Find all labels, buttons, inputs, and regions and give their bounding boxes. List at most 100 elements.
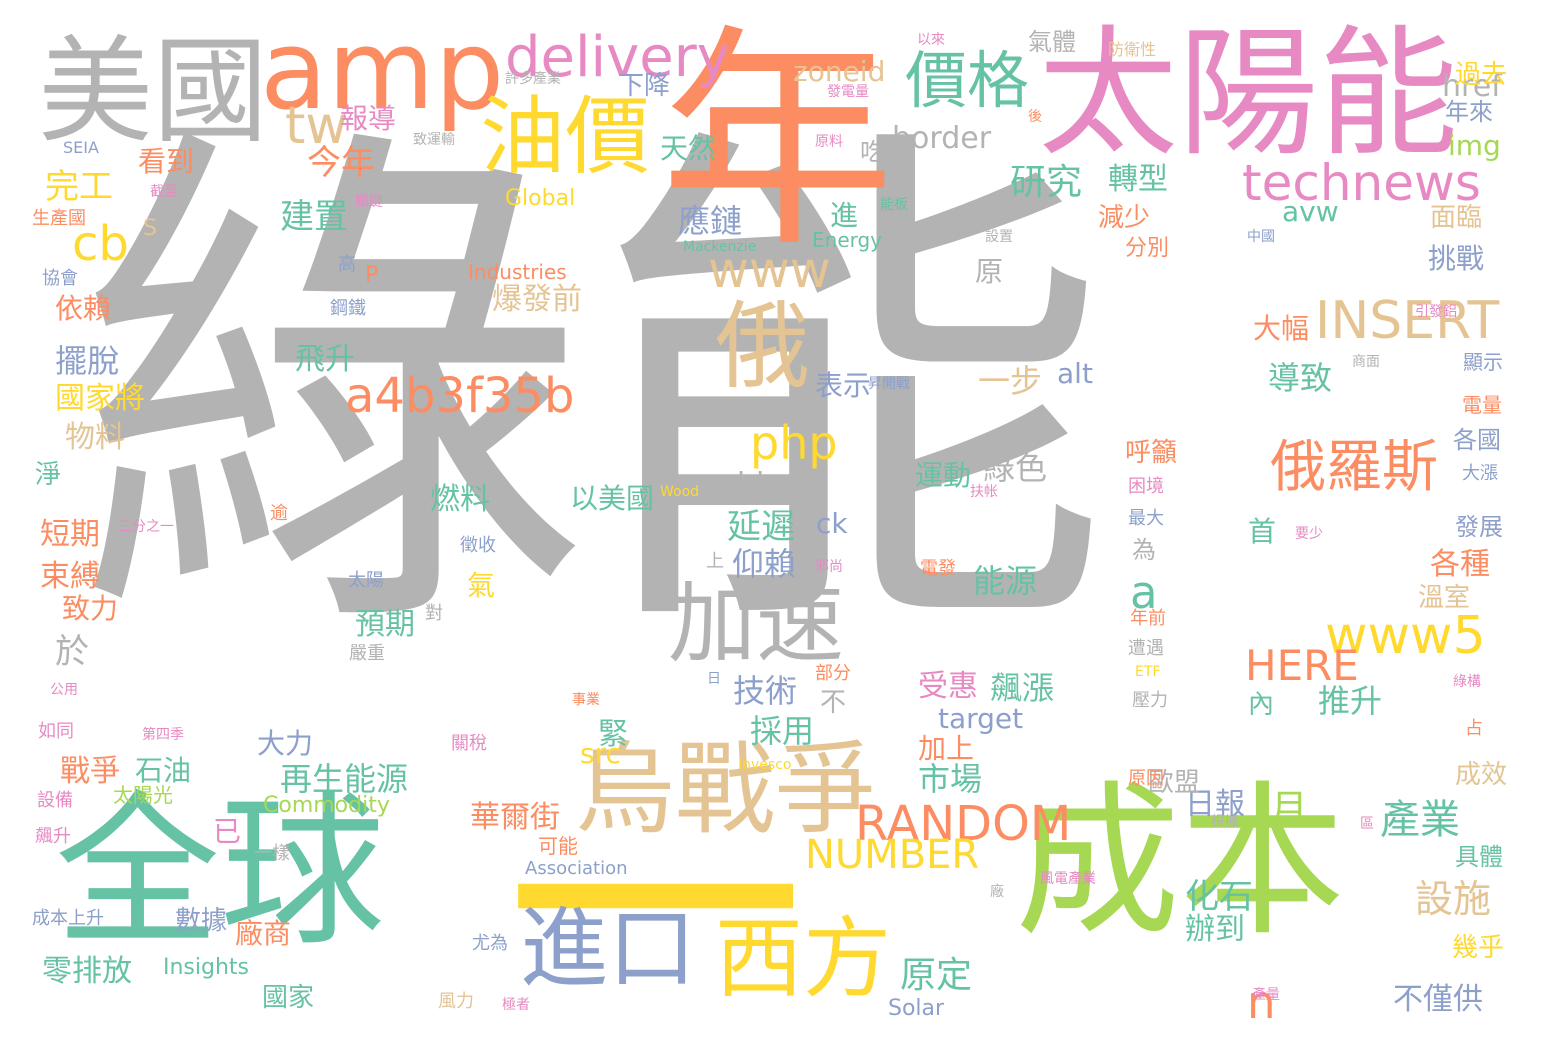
word-cloud-word: 技術 bbox=[733, 672, 798, 710]
word-cloud-word: 致運輸 bbox=[413, 132, 455, 148]
word-cloud-word: ETF bbox=[1135, 664, 1161, 680]
word-cloud-word: 廠商 bbox=[235, 917, 292, 950]
word-cloud-word: href bbox=[1442, 69, 1502, 104]
word-cloud-word: 表示 bbox=[815, 369, 872, 402]
word-cloud-word: 綠能 bbox=[70, 87, 1110, 693]
word-cloud-word: 嚴重 bbox=[349, 643, 385, 664]
word-cloud-word: 電量 bbox=[1462, 393, 1502, 417]
word-cloud-word: 尤為 bbox=[472, 933, 508, 954]
word-cloud-word: 完工 bbox=[45, 167, 113, 207]
word-cloud-word: Global bbox=[505, 186, 576, 211]
word-cloud-word: ck bbox=[816, 507, 848, 540]
word-cloud-word: 發展 bbox=[1455, 513, 1503, 541]
word-cloud-word: 占 bbox=[1465, 718, 1483, 739]
word-cloud-word: 飆升 bbox=[35, 826, 71, 847]
word-cloud-word: n bbox=[1247, 976, 1276, 1029]
word-cloud-word: 飆漲 bbox=[990, 669, 1055, 707]
word-cloud-word: Solar bbox=[888, 996, 945, 1021]
word-cloud-word: 國家 bbox=[262, 983, 315, 1013]
word-cloud-word: 區 bbox=[1360, 816, 1374, 832]
word-cloud-word: 風電產業 bbox=[1040, 871, 1096, 887]
word-cloud-word: 關鍵 bbox=[355, 194, 383, 210]
word-cloud-word: 最大 bbox=[1128, 508, 1164, 529]
word-cloud-word: 徵收 bbox=[460, 535, 496, 556]
word-cloud-word: 電發 bbox=[920, 558, 956, 579]
word-cloud-word: 看到 bbox=[138, 145, 195, 178]
word-cloud-word: 第四季 bbox=[142, 727, 184, 743]
word-cloud-word: 部分 bbox=[815, 663, 851, 684]
word-cloud-word: 石油 bbox=[135, 754, 192, 787]
word-cloud-word: Energy bbox=[812, 228, 883, 252]
word-cloud-word: 各種 bbox=[1430, 547, 1490, 582]
word-cloud-word: 氣體 bbox=[1028, 28, 1076, 56]
word-cloud-word: 原 bbox=[975, 255, 1004, 288]
word-cloud-word: Invesco bbox=[738, 757, 792, 773]
word-cloud-word: 原因 bbox=[1128, 768, 1164, 789]
word-cloud-word: 商面 bbox=[1352, 354, 1380, 370]
word-cloud-word: 不僅供 bbox=[1393, 982, 1483, 1017]
word-cloud-word: 為 bbox=[1132, 536, 1156, 564]
word-cloud-word: 緊 bbox=[598, 717, 628, 752]
word-cloud-word: 油價 bbox=[480, 88, 651, 187]
word-cloud-word: 西方 bbox=[715, 907, 892, 1010]
word-cloud-word: 依賴 bbox=[55, 292, 112, 325]
word-cloud-word: 物料 bbox=[65, 420, 125, 455]
word-cloud-word: Commodity bbox=[263, 793, 390, 818]
word-cloud-word: 廠 bbox=[990, 884, 1004, 900]
word-cloud-word: 太陽能 bbox=[1038, 13, 1459, 176]
word-cloud-word: 進 bbox=[830, 199, 859, 232]
word-cloud-word: www bbox=[708, 241, 831, 299]
word-cloud-word: Wood bbox=[660, 484, 700, 500]
word-cloud-word: 俄羅斯 bbox=[1270, 435, 1438, 500]
word-cloud-word: 採用 bbox=[750, 712, 815, 750]
word-cloud-word: 加上 bbox=[918, 732, 975, 765]
word-cloud-word: 呼籲 bbox=[1125, 438, 1178, 468]
word-cloud-word: zoneid bbox=[793, 55, 886, 88]
word-cloud-word: tw bbox=[285, 96, 348, 156]
word-cloud-word: 可能 bbox=[538, 834, 578, 858]
word-cloud-word: 對 bbox=[425, 603, 443, 624]
word-cloud-word: 減少 bbox=[1098, 203, 1151, 233]
word-cloud-word: P bbox=[365, 263, 379, 288]
word-cloud-word: 原料 bbox=[815, 134, 843, 150]
word-cloud-word: 內 bbox=[1248, 690, 1275, 720]
word-cloud-word: 仰賴 bbox=[732, 545, 797, 583]
word-cloud-word: 價格 bbox=[905, 44, 1030, 117]
word-cloud-word: 飛升 bbox=[295, 342, 355, 377]
word-cloud-word: 數據 bbox=[175, 906, 228, 936]
word-cloud-word: 各國 bbox=[1453, 426, 1501, 454]
word-cloud-word: 設置 bbox=[985, 229, 1013, 245]
word-cloud-word: blank bbox=[737, 467, 820, 502]
word-cloud-word: a4b3f35b bbox=[345, 368, 575, 424]
word-cloud-word: img bbox=[1448, 129, 1501, 162]
word-cloud-word: 一 bbox=[505, 735, 805, 1052]
word-cloud-word: 吃 bbox=[860, 138, 884, 166]
word-cloud-word: 月 bbox=[1270, 787, 1309, 831]
word-cloud-word: 戰爭 bbox=[60, 754, 120, 789]
word-cloud-word: php bbox=[750, 416, 838, 470]
word-cloud-word: 日報 bbox=[1185, 787, 1245, 822]
word-cloud-word: 後 bbox=[1028, 109, 1042, 125]
word-cloud-word: RANDOM bbox=[855, 796, 1072, 852]
word-cloud-word: www5 bbox=[1325, 606, 1486, 666]
word-cloud-word: 具體 bbox=[1455, 843, 1503, 871]
word-cloud-word: Association bbox=[525, 858, 628, 879]
word-cloud-word: border bbox=[892, 121, 992, 156]
word-cloud-word: 綠色 bbox=[983, 449, 1048, 487]
word-cloud-word: 上 bbox=[706, 551, 724, 572]
word-cloud-word: 極者 bbox=[502, 997, 530, 1013]
word-cloud-word: 綠構 bbox=[1453, 674, 1481, 690]
word-cloud-word: 已 bbox=[213, 815, 242, 848]
word-cloud-word: 延遲 bbox=[727, 507, 795, 547]
word-cloud-word: 截至 bbox=[150, 184, 178, 200]
word-cloud-word: 幾乎 bbox=[1452, 933, 1505, 963]
word-cloud-word: 辦到 bbox=[1185, 912, 1245, 947]
word-cloud-word: Mackenzie bbox=[683, 239, 757, 255]
word-cloud-word: 一步 bbox=[978, 362, 1043, 400]
word-cloud-word: 推升 bbox=[1318, 682, 1383, 720]
word-cloud-word: 邪尚 bbox=[815, 559, 843, 575]
word-cloud-word: src bbox=[580, 737, 621, 770]
word-cloud-word: 要少 bbox=[1295, 526, 1323, 542]
word-cloud-word: 年來 bbox=[1445, 98, 1493, 126]
